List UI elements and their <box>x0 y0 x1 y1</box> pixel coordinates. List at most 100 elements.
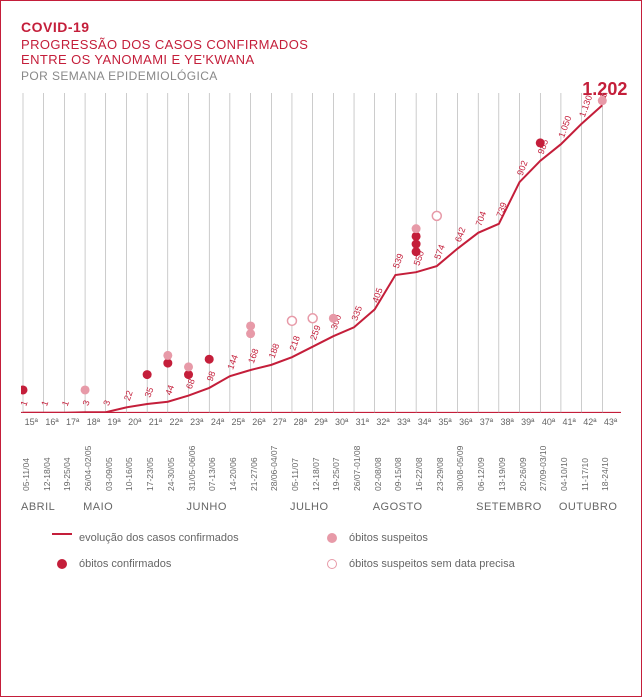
week-label: 23ª <box>187 417 208 427</box>
svg-text:218: 218 <box>287 334 302 352</box>
week-label: 18ª <box>83 417 104 427</box>
svg-text:188: 188 <box>267 342 282 360</box>
legend-text-2: óbitos confirmados <box>79 557 171 571</box>
svg-text:1: 1 <box>21 399 30 407</box>
week-label: 29ª <box>311 417 332 427</box>
legend-item-suspected: óbitos suspeitos <box>321 531 561 545</box>
chart-container: COVID-19 PROGRESSÃO DOS CASOS CONFIRMADO… <box>0 0 642 697</box>
date-label: 19-25/04 <box>62 431 83 491</box>
week-label: 42ª <box>580 417 601 427</box>
svg-text:98: 98 <box>205 370 218 383</box>
month-label: MAIO <box>83 501 186 513</box>
date-label: 09-15/08 <box>393 431 414 491</box>
svg-text:1: 1 <box>39 399 50 407</box>
week-label: 27ª <box>269 417 290 427</box>
week-label: 28ª <box>290 417 311 427</box>
date-label: 26/04-02/05 <box>83 431 104 491</box>
week-label: 36ª <box>455 417 476 427</box>
week-label: 20ª <box>124 417 145 427</box>
month-label: JULHO <box>290 501 373 513</box>
legend-line-marker <box>51 533 73 535</box>
month-label: ABRIL <box>21 501 83 513</box>
plot-area: 1113322354468981441681882182593003354055… <box>21 93 621 413</box>
date-label: 06-12/09 <box>476 431 497 491</box>
date-label: 05-11/07 <box>290 431 311 491</box>
week-label: 39ª <box>518 417 539 427</box>
date-label: 31/05-06/06 <box>187 431 208 491</box>
date-label: 03-09/05 <box>104 431 125 491</box>
legend-confirmed-marker <box>51 559 73 569</box>
date-label: 10-16/05 <box>124 431 145 491</box>
svg-text:3: 3 <box>101 399 112 407</box>
date-label: 28/06-04/07 <box>269 431 290 491</box>
week-label: 31ª <box>352 417 373 427</box>
date-label: 14-20/06 <box>228 431 249 491</box>
svg-text:739: 739 <box>494 201 509 219</box>
svg-text:35: 35 <box>143 386 156 399</box>
svg-text:68: 68 <box>184 377 197 390</box>
date-label: 13-19/09 <box>497 431 518 491</box>
week-label: 21ª <box>145 417 166 427</box>
month-label: JUNHO <box>187 501 290 513</box>
week-label: 41ª <box>559 417 580 427</box>
date-label: 07-13/06 <box>207 431 228 491</box>
week-label: 24ª <box>207 417 228 427</box>
month-axis-labels: ABRILMAIOJUNHOJULHOAGOSTOSETEMBROOUTUBRO <box>21 501 621 513</box>
svg-text:44: 44 <box>163 384 176 397</box>
svg-text:642: 642 <box>453 226 468 244</box>
svg-text:22: 22 <box>122 389 135 402</box>
legend-item-line: evolução dos casos confirmados <box>51 531 291 545</box>
week-label: 38ª <box>497 417 518 427</box>
month-label: AGOSTO <box>373 501 476 513</box>
date-label: 21-27/06 <box>249 431 270 491</box>
week-axis-labels: 15ª16ª17ª18ª19ª20ª21ª22ª23ª24ª25ª26ª27ª2… <box>21 417 621 427</box>
date-label: 11-17/10 <box>580 431 601 491</box>
week-label: 16ª <box>42 417 63 427</box>
week-label: 19ª <box>104 417 125 427</box>
svg-text:574: 574 <box>432 243 447 261</box>
svg-text:704: 704 <box>474 210 489 228</box>
week-label: 26ª <box>249 417 270 427</box>
svg-text:539: 539 <box>391 252 406 270</box>
legend-suspected-marker <box>321 533 343 543</box>
line-chart-svg: 1113322354468981441681882182593003354055… <box>21 93 621 413</box>
date-label: 30/08-05/09 <box>455 431 476 491</box>
svg-text:259: 259 <box>308 324 323 342</box>
date-label: 27/09-03/10 <box>538 431 559 491</box>
legend-item-suspected-nodate: óbitos suspeitos sem data precisa <box>321 557 561 571</box>
date-label: 04-10/10 <box>559 431 580 491</box>
date-label: 19-25/07 <box>331 431 352 491</box>
date-label: 26/07-01/08 <box>352 431 373 491</box>
legend-suspected-nodate-marker <box>321 559 343 569</box>
legend-text-4: óbitos suspeitos sem data precisa <box>349 557 515 571</box>
date-label: 02-08/08 <box>373 431 394 491</box>
week-label: 33ª <box>393 417 414 427</box>
date-label: 18-24/10 <box>600 431 621 491</box>
svg-text:144: 144 <box>225 353 240 371</box>
week-label: 32ª <box>373 417 394 427</box>
date-label: 20-26/09 <box>518 431 539 491</box>
week-label: 22ª <box>166 417 187 427</box>
week-label: 37ª <box>476 417 497 427</box>
week-label: 30ª <box>331 417 352 427</box>
legend-text-1: evolução dos casos confirmados <box>79 531 239 545</box>
date-label: 16-22/08 <box>414 431 435 491</box>
week-label: 43ª <box>600 417 621 427</box>
legend: evolução dos casos confirmados óbitos su… <box>21 531 621 584</box>
month-label: SETEMBRO <box>476 501 559 513</box>
week-label: 25ª <box>228 417 249 427</box>
month-label: OUTUBRO <box>559 501 621 513</box>
title-main: COVID-19 <box>21 19 621 35</box>
legend-text-3: óbitos suspeitos <box>349 531 428 545</box>
date-label: 12-18/07 <box>311 431 332 491</box>
title-sub2: ENTRE OS YANOMAMI E YE'KWANA <box>21 52 621 67</box>
svg-text:405: 405 <box>370 286 385 304</box>
date-label: 23-29/08 <box>435 431 456 491</box>
legend-item-confirmed: óbitos confirmados <box>51 557 291 571</box>
svg-text:168: 168 <box>246 347 261 365</box>
date-label: 17-23/05 <box>145 431 166 491</box>
week-label: 40ª <box>538 417 559 427</box>
title-sub1: PROGRESSÃO DOS CASOS CONFIRMADOS <box>21 37 621 52</box>
date-label: 24-30/05 <box>166 431 187 491</box>
svg-text:1: 1 <box>60 399 71 407</box>
